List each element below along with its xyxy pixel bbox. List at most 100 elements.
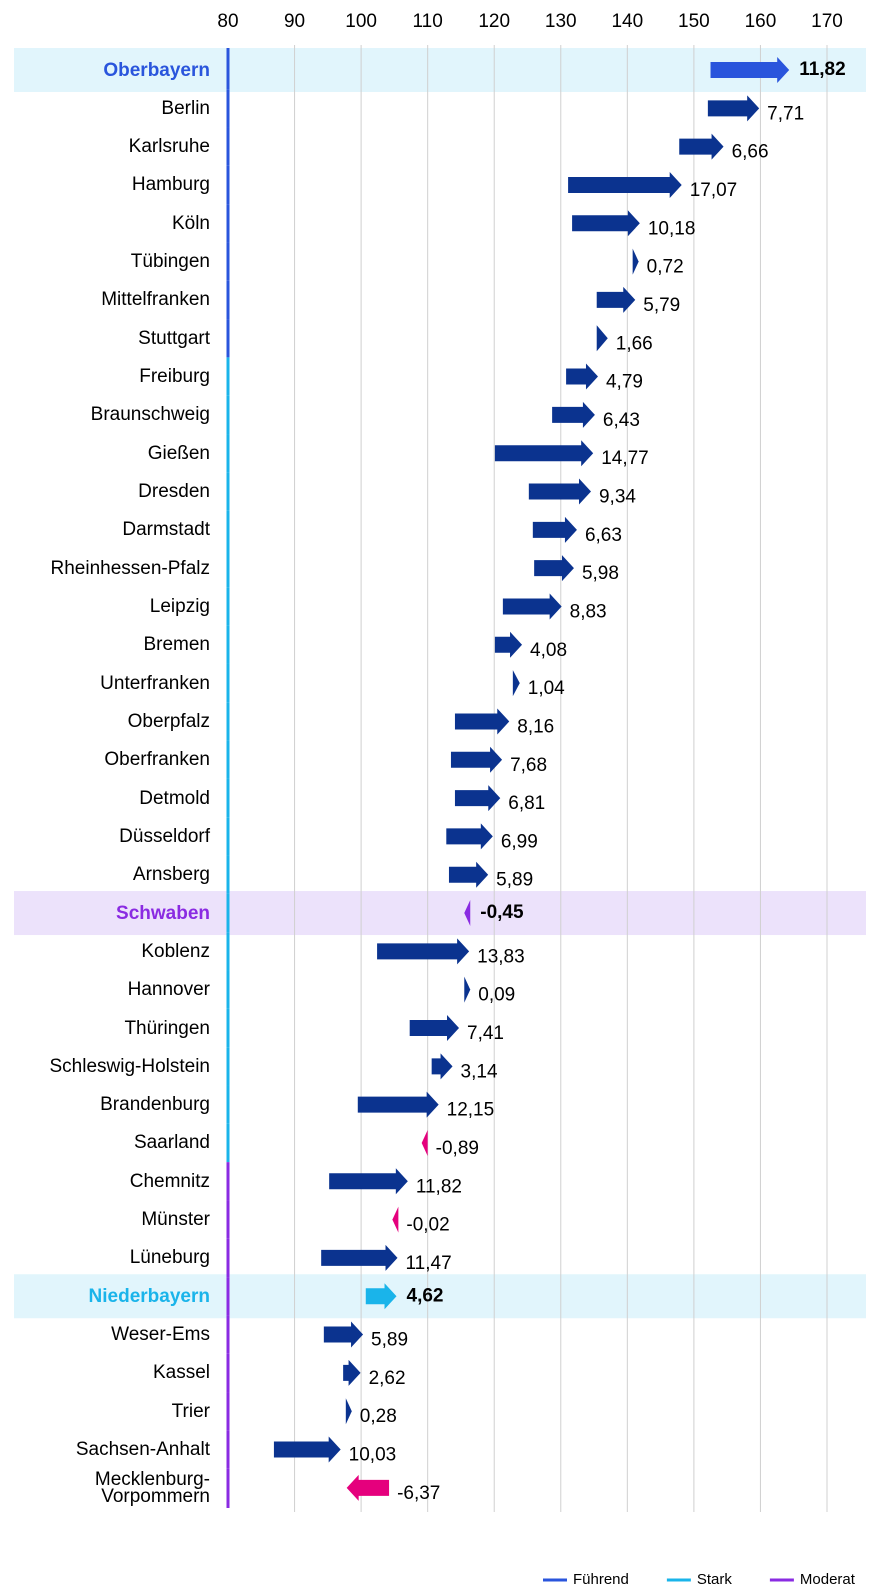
value-label: 6,43 <box>603 410 640 431</box>
category-label: Gießen <box>147 442 210 464</box>
category-label: Mecklenburg-Vorpommern <box>94 1468 210 1507</box>
category-label: Düsseldorf <box>119 825 210 847</box>
category-label: Brandenburg <box>100 1094 210 1116</box>
arrow <box>568 171 682 198</box>
arrow <box>494 440 594 467</box>
arrow <box>321 1244 398 1271</box>
arrow <box>566 363 598 390</box>
arrow <box>377 938 470 965</box>
category-label: Schwaben <box>116 902 210 924</box>
value-label: 7,71 <box>767 103 804 124</box>
arrow <box>365 1283 397 1310</box>
category-label: Dresden <box>138 481 210 503</box>
category-label: Rheinhessen-Pfalz <box>50 557 210 579</box>
arrow <box>329 1168 408 1195</box>
arrow <box>707 95 760 122</box>
value-label: 4,08 <box>530 640 567 661</box>
category-label: Oberpfalz <box>127 710 210 732</box>
category-label: Hannover <box>127 979 210 1001</box>
category-label: Köln <box>171 212 210 234</box>
arrow <box>450 746 503 773</box>
value-label: 1,66 <box>616 333 653 354</box>
arrow <box>392 1206 399 1233</box>
arrow <box>357 1091 439 1118</box>
category-label: Darmstadt <box>122 519 210 541</box>
category-label: Oberfranken <box>104 749 210 771</box>
value-label: 0,09 <box>478 985 515 1006</box>
arrow <box>596 325 608 352</box>
arrow <box>464 900 471 927</box>
arrow <box>534 555 574 582</box>
category-label: Mittelfranken <box>101 289 210 311</box>
arrow <box>494 631 523 658</box>
arrow <box>345 1398 352 1425</box>
value-label: 5,89 <box>371 1330 408 1351</box>
category-label: Saarland <box>133 1132 210 1154</box>
value-label: -6,37 <box>397 1483 440 1504</box>
row-highlight <box>14 1274 866 1319</box>
arrow <box>454 708 510 735</box>
arrow <box>448 861 489 888</box>
value-label: 3,14 <box>461 1061 498 1082</box>
arrow <box>409 1015 460 1041</box>
value-label: 12,15 <box>447 1100 495 1121</box>
value-label: 8,83 <box>570 601 607 622</box>
category-label: Hamburg <box>131 174 210 196</box>
value-label: -0,89 <box>436 1138 479 1159</box>
arrow <box>273 1436 341 1463</box>
legend-label: Stark <box>697 1571 733 1588</box>
category-label: Oberbayern <box>103 59 210 81</box>
value-label: 7,41 <box>467 1023 504 1044</box>
category-label: Leipzig <box>149 595 210 617</box>
value-label: 14,77 <box>601 448 649 469</box>
value-label: 11,82 <box>416 1176 462 1197</box>
arrow <box>632 248 639 275</box>
arrow <box>528 478 591 505</box>
arrow <box>343 1359 361 1386</box>
arrow <box>710 57 790 83</box>
category-label: Niederbayern <box>88 1285 210 1307</box>
value-label: 11,82 <box>799 59 846 80</box>
arrow <box>552 401 595 428</box>
value-label: 10,03 <box>349 1445 397 1466</box>
legend-label: Führend <box>573 1571 629 1588</box>
value-label: 11,47 <box>406 1253 452 1274</box>
value-label: 8,16 <box>517 716 554 737</box>
category-label: Detmold <box>139 787 210 809</box>
x-tick-label: 110 <box>413 11 443 32</box>
value-label: -0,02 <box>406 1215 449 1236</box>
arrow <box>572 210 640 237</box>
x-tick-label: 90 <box>284 11 305 32</box>
x-tick-label: 130 <box>545 11 577 32</box>
x-tick-label: 150 <box>678 11 710 32</box>
category-label: Koblenz <box>141 940 210 962</box>
category-label: Münster <box>141 1209 210 1231</box>
value-label: 1,04 <box>528 678 565 699</box>
category-label: Kassel <box>152 1362 210 1384</box>
value-label: 5,79 <box>643 295 680 316</box>
value-label: -0,45 <box>480 902 524 923</box>
category-label: Chemnitz <box>129 1170 210 1192</box>
value-label: 17,07 <box>690 180 738 201</box>
category-label: Arnsberg <box>132 864 210 886</box>
category-label: Weser-Ems <box>111 1324 210 1346</box>
category-label: Tübingen <box>130 251 210 273</box>
value-label: 6,66 <box>732 142 769 163</box>
value-label: 10,18 <box>648 218 696 239</box>
arrow <box>679 133 724 160</box>
arrow <box>421 1129 428 1156</box>
category-label: Schleswig-Holstein <box>49 1055 210 1077</box>
arrow <box>464 976 471 1003</box>
x-tick-label: 120 <box>478 11 510 32</box>
legend-label: Moderat <box>800 1571 856 1588</box>
x-tick-label: 140 <box>611 11 643 32</box>
arrow <box>346 1474 390 1501</box>
arrow <box>596 286 636 313</box>
value-label: 2,62 <box>369 1368 406 1389</box>
value-label: 0,28 <box>360 1406 397 1427</box>
category-label: Thüringen <box>124 1017 210 1039</box>
value-label: 13,83 <box>477 946 525 967</box>
value-label: 4,62 <box>407 1285 444 1306</box>
value-label: 4,79 <box>606 372 643 393</box>
